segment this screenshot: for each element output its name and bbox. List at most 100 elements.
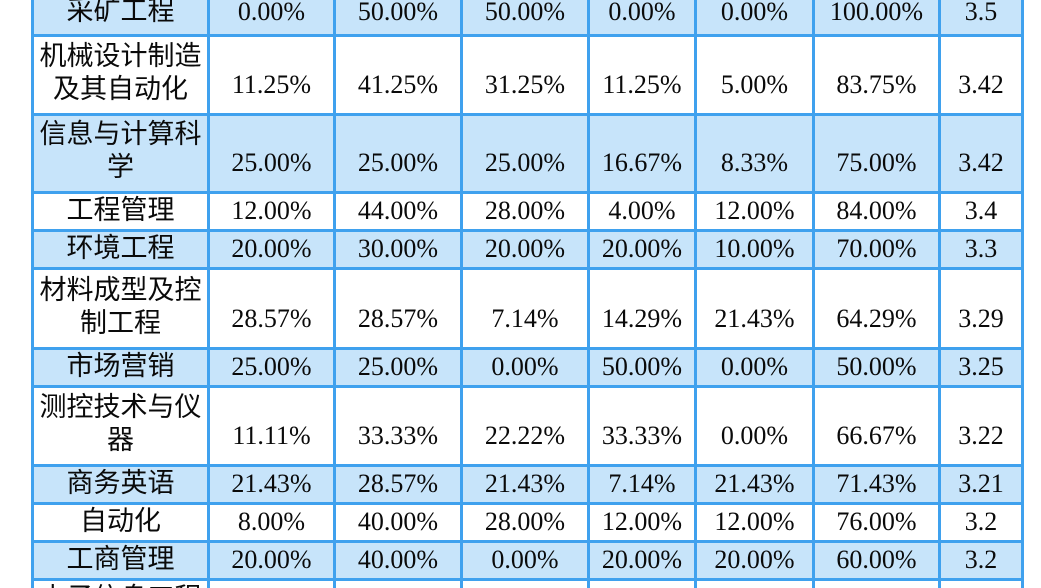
percent-cell: 40.00% bbox=[333, 502, 463, 543]
percent-cell: 25.00% bbox=[333, 347, 463, 388]
score-cell: 3.42 bbox=[938, 34, 1024, 116]
majors-table-container: 采矿工程 0.00% 50.00% 50.00% 0.00% 0.00% 100… bbox=[31, 0, 1024, 588]
percent-cell: 5.00% bbox=[694, 34, 815, 116]
percent-cell: 50.00% bbox=[587, 347, 697, 388]
percent-cell: 25.00% bbox=[333, 113, 463, 194]
percent-cell: 25.00% bbox=[207, 113, 336, 194]
table-row: 自动化 8.00% 40.00% 28.00% 12.00% 12.00% 76… bbox=[31, 502, 1024, 543]
percent-cell: 71.43% bbox=[812, 464, 941, 505]
percent-cell: 20.00% bbox=[694, 540, 815, 581]
score-cell: 3.42 bbox=[938, 113, 1024, 194]
score-cell: 3.3 bbox=[938, 229, 1024, 270]
percent-cell: 0.00% bbox=[694, 385, 815, 467]
percent-cell: 21.43% bbox=[207, 464, 336, 505]
percent-cell: 25.00% bbox=[207, 347, 336, 388]
percent-cell: 18.75% bbox=[333, 578, 463, 588]
percent-cell: 44.00% bbox=[333, 191, 463, 232]
score-cell: 3.19 bbox=[938, 578, 1024, 588]
percent-cell: 0.00% bbox=[207, 0, 336, 37]
major-name-cell: 机械设计制造 及其自动化 bbox=[31, 34, 210, 116]
percent-cell: 16.67% bbox=[587, 113, 697, 194]
percent-cell: 21.43% bbox=[694, 267, 815, 350]
percent-cell: 50.00% bbox=[812, 347, 941, 388]
percent-cell: 20.00% bbox=[587, 540, 697, 581]
major-name-cell: 市场营销 bbox=[31, 347, 210, 388]
score-cell: 3.29 bbox=[938, 267, 1024, 350]
percent-cell: 20.00% bbox=[587, 229, 697, 270]
score-cell: 3.22 bbox=[938, 385, 1024, 467]
percent-cell: 0.00% bbox=[694, 347, 815, 388]
percent-cell: 50.00% bbox=[333, 0, 463, 37]
percent-cell: 70.00% bbox=[812, 229, 941, 270]
percent-cell: 64.29% bbox=[812, 267, 941, 350]
table-row: 工程管理 12.00% 44.00% 28.00% 4.00% 12.00% 8… bbox=[31, 191, 1024, 232]
table-row: 采矿工程 0.00% 50.00% 50.00% 0.00% 0.00% 100… bbox=[31, 0, 1024, 37]
percent-cell: 0.00% bbox=[587, 0, 697, 37]
percent-cell: 12.00% bbox=[207, 191, 336, 232]
percent-cell: 84.00% bbox=[812, 191, 941, 232]
percent-cell: 75.00% bbox=[812, 578, 941, 588]
score-cell: 3.2 bbox=[938, 540, 1024, 581]
percent-cell: 12.00% bbox=[694, 502, 815, 543]
major-name-cell: 自动化 bbox=[31, 502, 210, 543]
table-row: 电子信息工程 12.50% 18.75% 43.75% 25.00% 0.00%… bbox=[31, 578, 1024, 588]
major-name-cell: 材料成型及控 制工程 bbox=[31, 267, 210, 350]
majors-statistics-table: 采矿工程 0.00% 50.00% 50.00% 0.00% 0.00% 100… bbox=[31, 0, 1024, 588]
percent-cell: 8.00% bbox=[207, 502, 336, 543]
major-name-cell: 测控技术与仪 器 bbox=[31, 385, 210, 467]
table-row: 市场营销 25.00% 25.00% 0.00% 50.00% 0.00% 50… bbox=[31, 347, 1024, 388]
percent-cell: 12.00% bbox=[694, 191, 815, 232]
percent-cell: 11.11% bbox=[207, 385, 336, 467]
major-name-cell: 商务英语 bbox=[31, 464, 210, 505]
major-name-cell: 工商管理 bbox=[31, 540, 210, 581]
percent-cell: 28.00% bbox=[460, 502, 590, 543]
percent-cell: 76.00% bbox=[812, 502, 941, 543]
score-cell: 3.4 bbox=[938, 191, 1024, 232]
percent-cell: 25.00% bbox=[460, 113, 590, 194]
percent-cell: 7.14% bbox=[587, 464, 697, 505]
percent-cell: 12.50% bbox=[207, 578, 336, 588]
major-name-cell: 工程管理 bbox=[31, 191, 210, 232]
table-row: 机械设计制造 及其自动化 11.25% 41.25% 31.25% 11.25%… bbox=[31, 34, 1024, 116]
percent-cell: 21.43% bbox=[460, 464, 590, 505]
percent-cell: 28.00% bbox=[460, 191, 590, 232]
percent-cell: 50.00% bbox=[460, 0, 590, 37]
score-cell: 3.25 bbox=[938, 347, 1024, 388]
percent-cell: 83.75% bbox=[812, 34, 941, 116]
percent-cell: 0.00% bbox=[694, 0, 815, 37]
percent-cell: 4.00% bbox=[587, 191, 697, 232]
percent-cell: 0.00% bbox=[694, 578, 815, 588]
percent-cell: 28.57% bbox=[333, 464, 463, 505]
percent-cell: 0.00% bbox=[460, 540, 590, 581]
percent-cell: 40.00% bbox=[333, 540, 463, 581]
percent-cell: 100.00% bbox=[812, 0, 941, 37]
percent-cell: 41.25% bbox=[333, 34, 463, 116]
percent-cell: 11.25% bbox=[207, 34, 336, 116]
score-cell: 3.5 bbox=[938, 0, 1024, 37]
percent-cell: 28.57% bbox=[207, 267, 336, 350]
percent-cell: 75.00% bbox=[812, 113, 941, 194]
percent-cell: 7.14% bbox=[460, 267, 590, 350]
percent-cell: 0.00% bbox=[460, 347, 590, 388]
score-cell: 3.21 bbox=[938, 464, 1024, 505]
major-name-cell: 环境工程 bbox=[31, 229, 210, 270]
major-name-cell: 电子信息工程 bbox=[31, 578, 210, 588]
percent-cell: 20.00% bbox=[460, 229, 590, 270]
percent-cell: 20.00% bbox=[207, 540, 336, 581]
table-row: 商务英语 21.43% 28.57% 21.43% 7.14% 21.43% 7… bbox=[31, 464, 1024, 505]
percent-cell: 8.33% bbox=[694, 113, 815, 194]
percent-cell: 66.67% bbox=[812, 385, 941, 467]
table-row: 材料成型及控 制工程 28.57% 28.57% 7.14% 14.29% 21… bbox=[31, 267, 1024, 350]
percent-cell: 12.00% bbox=[587, 502, 697, 543]
table-row: 测控技术与仪 器 11.11% 33.33% 22.22% 33.33% 0.0… bbox=[31, 385, 1024, 467]
percent-cell: 33.33% bbox=[587, 385, 697, 467]
percent-cell: 31.25% bbox=[460, 34, 590, 116]
table-row: 信息与计算科 学 25.00% 25.00% 25.00% 16.67% 8.3… bbox=[31, 113, 1024, 194]
score-cell: 3.2 bbox=[938, 502, 1024, 543]
major-name-cell: 信息与计算科 学 bbox=[31, 113, 210, 194]
percent-cell: 11.25% bbox=[587, 34, 697, 116]
table-row: 工商管理 20.00% 40.00% 0.00% 20.00% 20.00% 6… bbox=[31, 540, 1024, 581]
percent-cell: 14.29% bbox=[587, 267, 697, 350]
percent-cell: 20.00% bbox=[207, 229, 336, 270]
table-row: 环境工程 20.00% 30.00% 20.00% 20.00% 10.00% … bbox=[31, 229, 1024, 270]
